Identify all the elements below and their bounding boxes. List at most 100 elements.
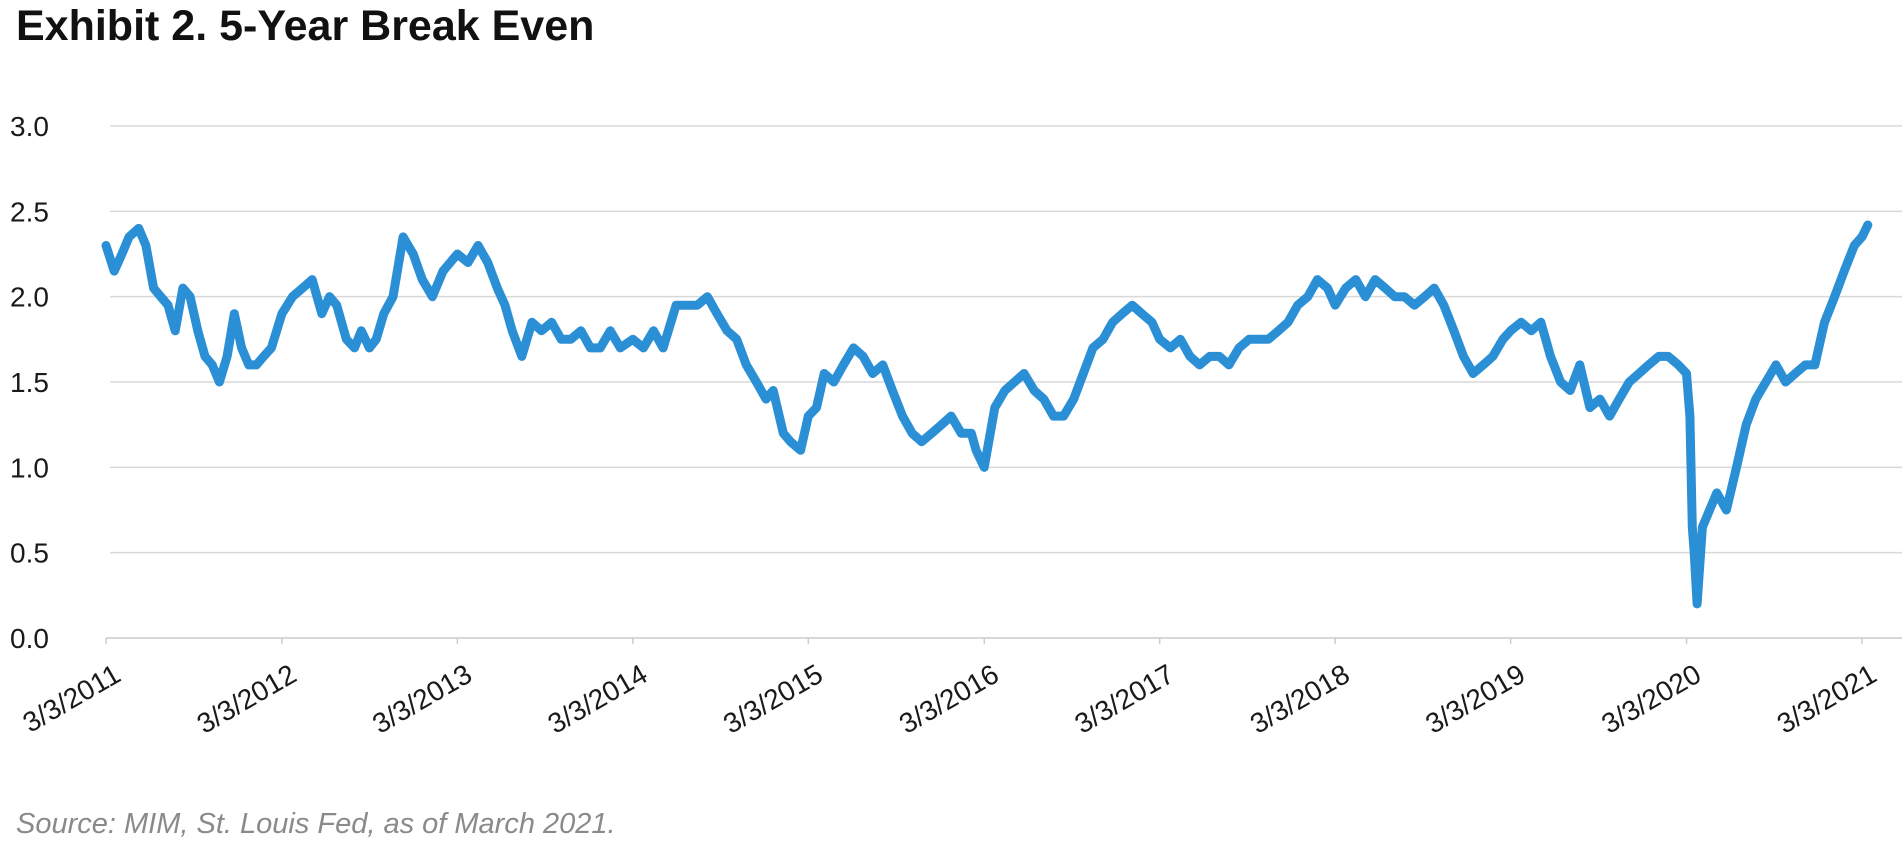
data-point [1500, 337, 1505, 342]
data-point [310, 277, 315, 282]
data-point [1684, 371, 1689, 376]
data-point [1803, 362, 1808, 367]
data-point [1774, 362, 1778, 367]
data-point [1548, 354, 1553, 359]
data-point [1451, 328, 1456, 333]
data-point [1529, 328, 1534, 333]
data-point [734, 337, 739, 342]
data-point [1266, 337, 1271, 342]
data-point [900, 414, 905, 419]
data-point [1157, 337, 1162, 342]
data-point [725, 328, 730, 333]
series-line [101, 220, 1873, 609]
data-point [806, 414, 811, 419]
data-point [1217, 354, 1222, 359]
data-point [1333, 303, 1338, 308]
data-point [929, 431, 934, 436]
data-point [1120, 311, 1125, 316]
data-point [136, 226, 141, 231]
data-point [344, 337, 349, 342]
data-point [1692, 550, 1697, 555]
data-point [166, 303, 170, 308]
data-point [411, 252, 416, 256]
data-point [104, 243, 108, 248]
data-point [705, 294, 710, 299]
data-point [1577, 362, 1582, 367]
data-point [1012, 380, 1017, 384]
y-tick-label: 2.0 [10, 282, 49, 313]
data-point [1707, 508, 1712, 512]
y-tick-label: 0.5 [10, 538, 49, 569]
data-point [764, 397, 768, 402]
y-tick-label: 2.5 [10, 196, 49, 227]
y-tick-label: 0.0 [10, 623, 49, 654]
data-point [1627, 380, 1632, 384]
data-point [1646, 362, 1651, 367]
data-point [1558, 380, 1563, 384]
data-point [225, 354, 230, 359]
data-point [1656, 354, 1661, 359]
data-point [1392, 294, 1397, 299]
data-point [441, 269, 445, 274]
data-point [1150, 320, 1154, 325]
data-point [1168, 345, 1173, 350]
data-point [1490, 354, 1495, 359]
data-point [381, 311, 386, 316]
data-point [279, 311, 284, 316]
data-point [1051, 414, 1056, 419]
data-point [1130, 303, 1135, 308]
data-point [327, 294, 332, 299]
data-point [949, 414, 954, 419]
data-point [1700, 525, 1705, 530]
data-point [1724, 508, 1729, 512]
data-point [1305, 294, 1310, 299]
data-point [180, 286, 185, 291]
data-point [1676, 362, 1681, 367]
data-point [1812, 362, 1817, 367]
data-point [982, 465, 987, 470]
data-point [608, 328, 613, 333]
series-layer [101, 220, 1873, 609]
data-point [1734, 465, 1739, 470]
data-point [173, 328, 178, 333]
data-point [476, 243, 481, 248]
data-point [1852, 243, 1857, 248]
data-point [870, 371, 875, 376]
data-point [1178, 337, 1183, 342]
data-point [939, 422, 944, 427]
data-point [1822, 320, 1827, 325]
data-point [1032, 388, 1037, 393]
data-point [1343, 286, 1348, 291]
data-point [1226, 362, 1231, 367]
data-point [188, 294, 193, 299]
data-point [1617, 397, 1622, 402]
data-point [246, 362, 251, 367]
data-point [1353, 277, 1358, 282]
data-point [1315, 277, 1320, 282]
data-point [290, 294, 295, 299]
data-point [495, 286, 500, 291]
data-point [1276, 328, 1281, 333]
data-point [485, 260, 490, 265]
data-point [1090, 345, 1095, 350]
data-point [359, 328, 364, 333]
data-point [151, 286, 156, 291]
x-axis: 3/3/2011 3/3/2012 3/3/2013 3/3/2014 3/3/2015… [18, 637, 1902, 740]
data-point [1402, 294, 1407, 299]
data-point [588, 345, 593, 350]
data-point [420, 277, 425, 282]
data-point [910, 431, 915, 436]
data-point [503, 303, 507, 308]
data-point [1538, 320, 1543, 325]
data-point [1432, 286, 1437, 291]
data-point [1071, 397, 1076, 402]
data-point [1256, 337, 1261, 342]
data-point [1865, 223, 1870, 227]
data-point [367, 345, 372, 350]
data-point [1061, 414, 1066, 419]
data-point [1207, 354, 1212, 359]
data-point [814, 405, 819, 410]
data-point [1508, 328, 1513, 333]
data-point [1286, 320, 1290, 325]
data-point [539, 328, 544, 333]
